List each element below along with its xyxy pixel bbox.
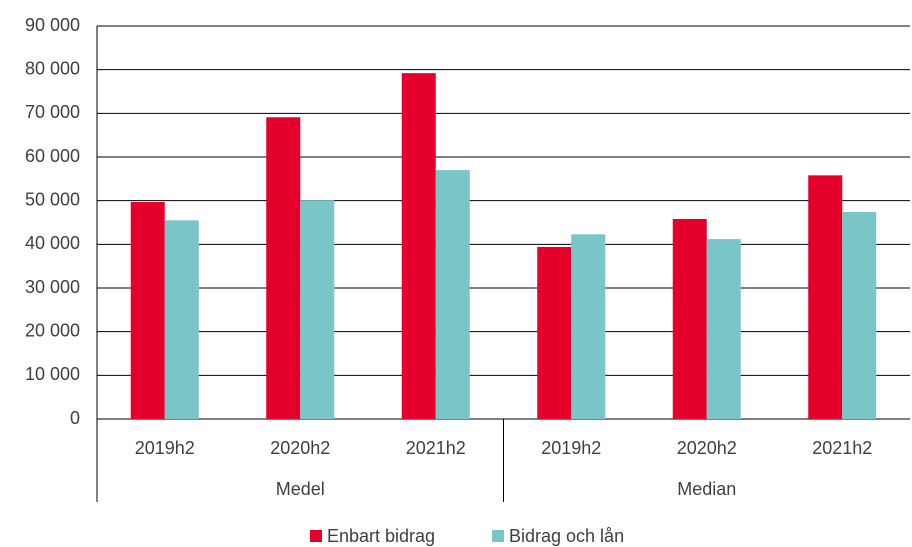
x-tick-label: 2019h2 — [541, 438, 601, 458]
legend-label: Bidrag och lån — [509, 526, 624, 546]
bar — [435, 170, 470, 419]
y-tick-label: 0 — [70, 408, 80, 428]
bar — [537, 246, 572, 419]
y-tick-label: 90 000 — [25, 15, 80, 35]
group-label: Median — [677, 479, 736, 499]
bar — [266, 117, 301, 419]
x-tick-label: 2021h2 — [812, 438, 872, 458]
x-tick-label: 2020h2 — [270, 438, 330, 458]
y-tick-label: 30 000 — [25, 277, 80, 297]
y-tick-label: 70 000 — [25, 102, 80, 122]
y-tick-label: 50 000 — [25, 189, 80, 209]
bar — [571, 234, 606, 419]
legend-label: Enbart bidrag — [327, 526, 435, 546]
legend-swatch — [492, 530, 504, 542]
bar — [672, 219, 707, 419]
legend-swatch — [310, 530, 322, 542]
bar — [130, 201, 165, 419]
bar — [164, 220, 199, 419]
bar — [401, 73, 436, 419]
bar — [842, 212, 877, 419]
x-tick-label: 2019h2 — [135, 438, 195, 458]
x-tick-label: 2021h2 — [406, 438, 466, 458]
y-tick-label: 20 000 — [25, 320, 80, 340]
y-tick-label: 60 000 — [25, 146, 80, 166]
group-label: Medel — [276, 479, 325, 499]
bar — [300, 200, 335, 419]
bar — [706, 239, 741, 419]
x-tick-label: 2020h2 — [677, 438, 737, 458]
y-tick-label: 40 000 — [25, 233, 80, 253]
y-tick-label: 10 000 — [25, 364, 80, 384]
bar — [808, 175, 843, 419]
y-tick-label: 80 000 — [25, 58, 80, 78]
